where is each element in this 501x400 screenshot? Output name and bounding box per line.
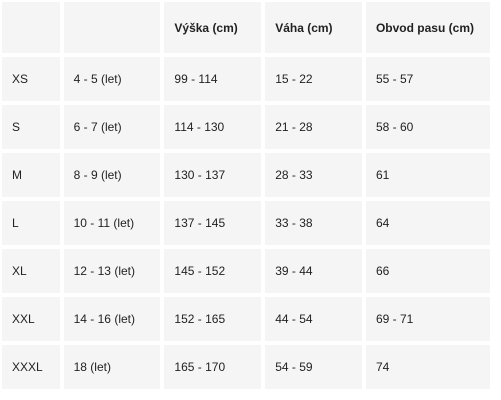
header-weight: Váha (cm) bbox=[265, 2, 362, 53]
table-body: XS 4 - 5 (let) 99 - 114 15 - 22 55 - 57 … bbox=[2, 57, 490, 389]
cell-size: XL bbox=[2, 249, 60, 293]
cell-age: 18 (let) bbox=[63, 345, 161, 389]
header-height: Výška (cm) bbox=[164, 2, 262, 53]
cell-size: L bbox=[2, 201, 60, 245]
cell-waist: 64 bbox=[365, 201, 490, 245]
cell-age: 12 - 13 (let) bbox=[63, 249, 161, 293]
header-size bbox=[2, 2, 60, 53]
table-header: Výška (cm) Váha (cm) Obvod pasu (cm) bbox=[2, 2, 490, 53]
cell-height: 99 - 114 bbox=[164, 57, 262, 101]
table-row: M 8 - 9 (let) 130 - 137 28 - 33 61 bbox=[2, 153, 490, 197]
header-waist: Obvod pasu (cm) bbox=[365, 2, 490, 53]
cell-height: 130 - 137 bbox=[164, 153, 262, 197]
cell-weight: 39 - 44 bbox=[265, 249, 362, 293]
cell-weight: 21 - 28 bbox=[265, 105, 362, 149]
cell-size: XXL bbox=[2, 297, 60, 341]
header-row: Výška (cm) Váha (cm) Obvod pasu (cm) bbox=[2, 2, 490, 53]
cell-size: XS bbox=[2, 57, 60, 101]
cell-age: 4 - 5 (let) bbox=[63, 57, 161, 101]
header-age bbox=[63, 2, 161, 53]
size-chart-table: Výška (cm) Váha (cm) Obvod pasu (cm) XS … bbox=[2, 2, 490, 389]
cell-age: 10 - 11 (let) bbox=[63, 201, 161, 245]
cell-height: 152 - 165 bbox=[164, 297, 262, 341]
cell-age: 6 - 7 (let) bbox=[63, 105, 161, 149]
cell-size: XXXL bbox=[2, 345, 60, 389]
cell-size: S bbox=[2, 105, 60, 149]
cell-size: M bbox=[2, 153, 60, 197]
cell-waist: 74 bbox=[365, 345, 490, 389]
table-row: XL 12 - 13 (let) 145 - 152 39 - 44 66 bbox=[2, 249, 490, 293]
table-row: XXXL 18 (let) 165 - 170 54 - 59 74 bbox=[2, 345, 490, 389]
cell-height: 145 - 152 bbox=[164, 249, 262, 293]
table-row: XXL 14 - 16 (let) 152 - 165 44 - 54 69 -… bbox=[2, 297, 490, 341]
cell-height: 165 - 170 bbox=[164, 345, 262, 389]
cell-weight: 54 - 59 bbox=[265, 345, 362, 389]
cell-weight: 28 - 33 bbox=[265, 153, 362, 197]
cell-height: 114 - 130 bbox=[164, 105, 262, 149]
cell-waist: 61 bbox=[365, 153, 490, 197]
cell-age: 14 - 16 (let) bbox=[63, 297, 161, 341]
cell-height: 137 - 145 bbox=[164, 201, 262, 245]
cell-weight: 44 - 54 bbox=[265, 297, 362, 341]
cell-waist: 69 - 71 bbox=[365, 297, 490, 341]
cell-weight: 33 - 38 bbox=[265, 201, 362, 245]
cell-waist: 58 - 60 bbox=[365, 105, 490, 149]
cell-waist: 66 bbox=[365, 249, 490, 293]
cell-waist: 55 - 57 bbox=[365, 57, 490, 101]
cell-weight: 15 - 22 bbox=[265, 57, 362, 101]
table-row: S 6 - 7 (let) 114 - 130 21 - 28 58 - 60 bbox=[2, 105, 490, 149]
cell-age: 8 - 9 (let) bbox=[63, 153, 161, 197]
table-row: XS 4 - 5 (let) 99 - 114 15 - 22 55 - 57 bbox=[2, 57, 490, 101]
table-row: L 10 - 11 (let) 137 - 145 33 - 38 64 bbox=[2, 201, 490, 245]
